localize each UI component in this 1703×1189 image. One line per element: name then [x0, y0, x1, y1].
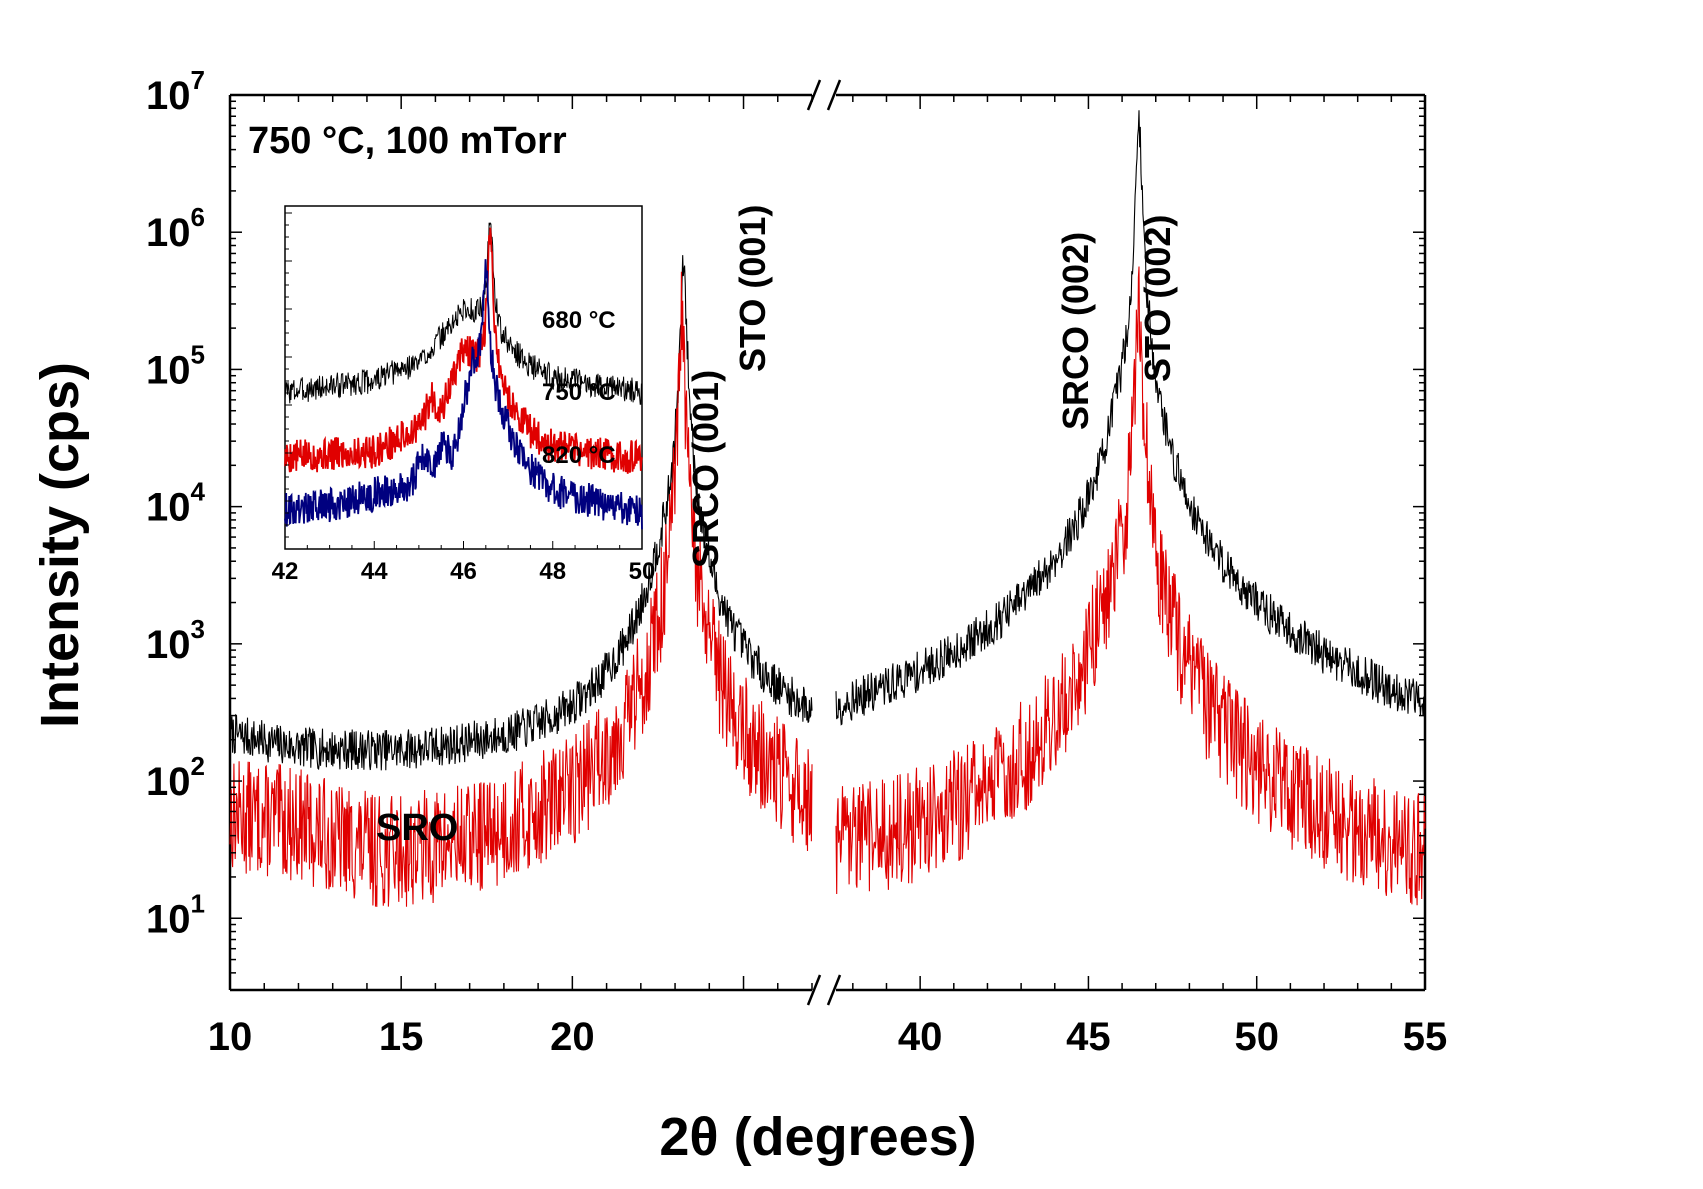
- inset-x-tick-label: 50: [629, 558, 656, 585]
- y-tick-label: 103: [146, 614, 205, 667]
- sro-label: SRO: [376, 807, 458, 849]
- x-tick-label: 10: [208, 1015, 253, 1059]
- inset-label-820: 820 °C: [542, 442, 616, 469]
- inset-chart: 42 44 46 48 50 680 °C 750 °C 820 °C: [272, 205, 656, 585]
- sto001-label: STO (001): [732, 205, 773, 372]
- series-line-sro-left: [229, 271, 813, 907]
- inset-series-line-1: [284, 227, 643, 474]
- x-tick-label: 55: [1403, 1015, 1448, 1059]
- y-tick-label: 101: [146, 888, 205, 941]
- x-tick-label: 50: [1234, 1015, 1279, 1059]
- inset-label-680: 680 °C: [542, 307, 616, 334]
- y-tick-label: 104: [146, 477, 206, 530]
- inset-series-line-0: [284, 222, 643, 405]
- inset-axis-ticks: 42 44 46 48 50: [272, 212, 656, 585]
- series-line-srco-left: [229, 255, 813, 771]
- x-tick-label: 45: [1066, 1015, 1111, 1059]
- x-tick-label: 40: [898, 1015, 943, 1059]
- srco002-label: SRCO (002): [1055, 232, 1096, 430]
- inset-x-tick-label: 48: [539, 558, 566, 585]
- main-series-group: [229, 110, 1426, 907]
- axis-break-top: [806, 79, 842, 111]
- axis-break-bottom: [806, 974, 842, 1006]
- condition-label: 750 °C, 100 mTorr: [248, 120, 567, 162]
- series-line-srco-right: [835, 110, 1426, 726]
- inset-label-750: 750 °C: [542, 379, 616, 406]
- y-tick-label: 105: [146, 339, 205, 392]
- y-tick-label: 102: [146, 751, 205, 804]
- x-axis-ticks: 10 15 20 40 45 50 55: [208, 95, 1448, 1059]
- inset-series-line-2: [284, 259, 643, 530]
- series-line-sro-right: [835, 266, 1426, 906]
- inset-x-tick-label: 46: [450, 558, 477, 585]
- x-tick-label: 15: [379, 1015, 424, 1059]
- plot-frame: [228, 93, 1427, 992]
- inset-series-group: [284, 222, 643, 530]
- inset-x-tick-label: 42: [272, 558, 299, 585]
- x-tick-label: 20: [550, 1015, 595, 1059]
- sto002-label: STO (002): [1137, 215, 1178, 382]
- y-tick-label: 107: [146, 65, 205, 118]
- y-axis-ticks: 101 102 103 104 105 106 107: [146, 65, 1425, 991]
- x-axis-title: 2θ (degrees): [659, 1107, 976, 1167]
- srco001-label: SRCO (001): [685, 370, 726, 568]
- inset-x-tick-label: 44: [361, 558, 388, 585]
- y-tick-label: 106: [146, 202, 205, 255]
- y-axis-title: Intensity (cps): [30, 362, 90, 728]
